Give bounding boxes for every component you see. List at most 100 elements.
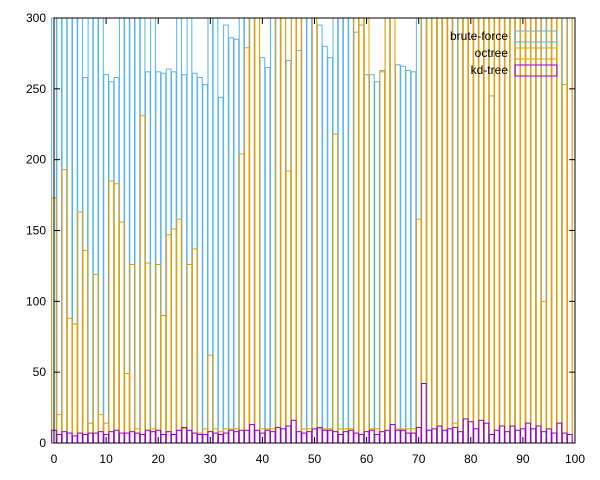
bar-brute-force-41 <box>264 67 271 444</box>
bar-brute-force-40 <box>259 57 266 444</box>
bar-octree-64 <box>384 17 391 444</box>
bar-brute-force-24 <box>176 17 182 444</box>
bar-kd-tree-39 <box>254 429 261 444</box>
bar-octree-24 <box>176 218 182 444</box>
bar-octree-61 <box>368 428 375 444</box>
bar-kd-tree-92 <box>530 428 537 444</box>
bar-octree-83 <box>483 17 490 444</box>
bar-kd-tree-25 <box>181 426 188 444</box>
bar-kd-tree-6 <box>82 434 89 444</box>
bar-brute-force-47 <box>296 50 302 444</box>
bar-kd-tree-78 <box>457 431 464 444</box>
bar-octree-8 <box>92 273 99 444</box>
legend-entry-octree: octree <box>475 46 558 60</box>
bar-octree-32 <box>217 431 224 444</box>
bar-octree-45 <box>285 170 292 444</box>
bar-brute-force-98 <box>561 17 568 444</box>
bar-brute-force-14 <box>124 17 130 444</box>
plot-frame <box>53 17 576 444</box>
bar-kd-tree-59 <box>358 434 365 444</box>
bar-kd-tree-75 <box>441 429 448 444</box>
y-tick-label-150: 150 <box>26 224 46 238</box>
bar-kd-tree-52 <box>322 429 328 444</box>
bar-brute-force-49 <box>306 17 313 444</box>
bar-kd-tree-72 <box>426 429 432 444</box>
bar-kd-tree-58 <box>353 432 360 444</box>
legend-label-brute-force: brute-force <box>450 29 508 43</box>
bar-brute-force-27 <box>191 72 198 444</box>
bar-kd-tree-18 <box>144 429 151 444</box>
bar-brute-force-31 <box>212 17 219 444</box>
bar-brute-force-83 <box>483 17 490 444</box>
bar-kd-tree-84 <box>488 434 495 444</box>
bar-octree-80 <box>467 17 474 444</box>
bar-kd-tree-61 <box>368 429 375 444</box>
bar-octree-2 <box>61 169 68 444</box>
bar-octree-35 <box>233 428 240 444</box>
bar-kd-tree-26 <box>186 429 193 444</box>
x-tick-label-70: 70 <box>412 452 426 466</box>
bar-brute-force-66 <box>395 64 401 444</box>
bar-brute-force-70 <box>415 17 422 444</box>
bar-octree-71 <box>421 17 427 444</box>
bar-octree-48 <box>301 428 307 444</box>
bar-kd-tree-36 <box>238 429 245 444</box>
bar-brute-force-23 <box>170 71 177 444</box>
bar-kd-tree-98 <box>561 432 568 444</box>
bar-brute-force-11 <box>108 81 115 444</box>
bar-brute-force-67 <box>400 65 406 444</box>
bar-brute-force-65 <box>389 17 396 444</box>
legend-swatch-octree <box>514 47 558 60</box>
bar-octree-39 <box>254 17 261 444</box>
bar-kd-tree-22 <box>165 431 172 444</box>
bar-brute-force-56 <box>342 17 349 444</box>
bar-brute-force-46 <box>290 17 297 444</box>
bar-octree-54 <box>332 133 339 444</box>
bar-kd-tree-71 <box>421 383 427 444</box>
bar-kd-tree-63 <box>379 431 386 444</box>
bar-kd-tree-68 <box>405 432 412 444</box>
bar-kd-tree-88 <box>509 425 516 444</box>
y-tick-label-100: 100 <box>26 294 46 308</box>
bar-brute-force-73 <box>431 17 438 444</box>
bar-brute-force-53 <box>327 57 333 444</box>
bar-kd-tree-44 <box>280 428 287 444</box>
bar-brute-force-42 <box>269 17 276 444</box>
legend-label-octree: octree <box>475 46 509 60</box>
bar-octree-33 <box>223 428 229 444</box>
bar-brute-force-90 <box>520 17 526 444</box>
bar-kd-tree-16 <box>134 432 141 444</box>
bar-kd-tree-31 <box>212 432 219 444</box>
bar-brute-force-97 <box>556 17 563 444</box>
bar-octree-58 <box>353 17 360 444</box>
legend-label-kd-tree: kd-tree <box>471 63 509 77</box>
bar-kd-tree-8 <box>92 432 99 444</box>
bar-octree-63 <box>379 69 386 444</box>
bar-kd-tree-67 <box>400 429 406 444</box>
bar-brute-force-68 <box>405 69 412 444</box>
bar-octree-6 <box>82 249 89 444</box>
bar-kd-tree-34 <box>228 429 234 444</box>
bar-brute-force-88 <box>509 17 516 444</box>
bar-kd-tree-82 <box>478 419 485 444</box>
x-tick-label-30: 30 <box>204 452 218 466</box>
bar-kd-tree-29 <box>202 434 208 444</box>
bar-kd-tree-96 <box>551 432 558 444</box>
bar-kd-tree-9 <box>98 431 104 444</box>
bar-kd-tree-46 <box>290 419 297 444</box>
bar-brute-force-45 <box>285 60 292 444</box>
bar-brute-force-6 <box>82 77 89 444</box>
bar-kd-tree-2 <box>61 431 68 444</box>
bar-octree-44 <box>280 17 287 444</box>
bar-octree-89 <box>514 17 521 444</box>
bar-kd-tree-3 <box>66 432 73 444</box>
bar-brute-force-62 <box>374 81 380 444</box>
bar-kd-tree-83 <box>483 422 490 444</box>
bar-brute-force-30 <box>207 17 214 444</box>
bar-brute-force-2 <box>61 17 68 444</box>
bar-octree-16 <box>134 428 141 444</box>
bar-octree-50 <box>311 17 318 444</box>
x-tick-label-80: 80 <box>464 452 478 466</box>
bar-kd-tree-7 <box>87 432 94 444</box>
bar-octree-75 <box>441 17 448 444</box>
